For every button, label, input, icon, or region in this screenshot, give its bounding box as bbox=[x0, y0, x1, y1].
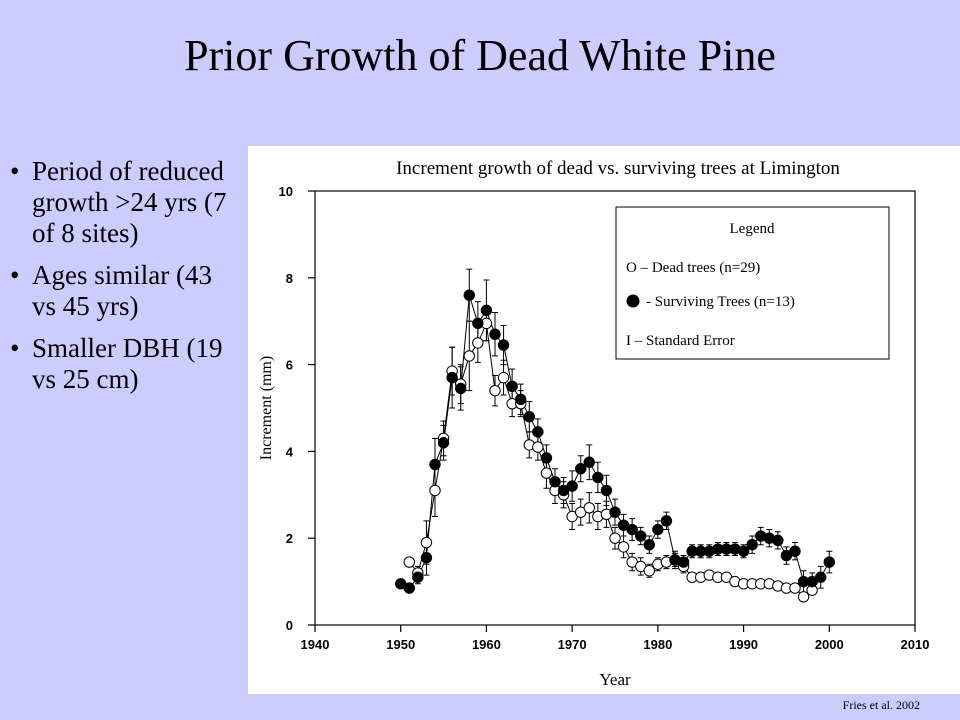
surviving-point bbox=[660, 515, 673, 527]
surviving-point bbox=[737, 545, 750, 557]
x-tick-label: 1980 bbox=[643, 637, 672, 652]
surviving-point bbox=[497, 339, 510, 351]
surviving-point bbox=[592, 471, 604, 484]
surviving-point bbox=[746, 539, 758, 551]
plot-frame bbox=[314, 190, 916, 626]
surviving-point bbox=[437, 437, 450, 449]
y-axis: 0 2 4 6 8 10 bbox=[279, 184, 315, 633]
surviving-point bbox=[489, 328, 501, 340]
series-points bbox=[395, 289, 835, 603]
surviving-point bbox=[455, 382, 467, 395]
surviving-point bbox=[480, 304, 493, 317]
surviving-point bbox=[626, 523, 638, 536]
surviving-point bbox=[583, 456, 595, 468]
y-tick-label: 8 bbox=[286, 271, 293, 286]
citation: Fries et al. 2002 bbox=[842, 698, 920, 712]
x-axis-label: Year bbox=[599, 670, 631, 689]
surviving-point bbox=[772, 534, 784, 547]
x-axis: 1940 1950 1960 1970 1980 1990 2000 2010 bbox=[301, 625, 930, 652]
dead-point bbox=[420, 536, 433, 549]
legend-dead-label: O – Dead trees (n=29) bbox=[626, 260, 760, 276]
surviving-point bbox=[677, 556, 690, 568]
surviving-point bbox=[566, 480, 578, 492]
surviving-point bbox=[523, 410, 535, 423]
surviving-point bbox=[575, 463, 587, 475]
legend-box bbox=[615, 206, 890, 360]
x-tick-label: 1970 bbox=[558, 637, 587, 652]
dead-point bbox=[463, 350, 475, 362]
dead-point bbox=[497, 371, 510, 384]
surviving-point bbox=[532, 426, 544, 438]
surviving-point bbox=[472, 317, 484, 330]
surviving-point bbox=[635, 530, 647, 542]
bullet-item: Period of reduced growth >24 yrs (7 of 8… bbox=[8, 156, 240, 249]
slide-title: Prior Growth of Dead White Pine bbox=[184, 31, 776, 80]
dead-point bbox=[403, 556, 415, 568]
chart-title: Increment growth of dead vs. surviving t… bbox=[396, 158, 840, 179]
surviving-point bbox=[412, 571, 424, 583]
x-tick-label: 1940 bbox=[301, 637, 330, 652]
surviving-point bbox=[815, 571, 827, 583]
surviving-point bbox=[600, 484, 613, 497]
surviving-point bbox=[446, 371, 458, 384]
surviving-point bbox=[789, 545, 801, 557]
dead-point bbox=[540, 467, 553, 479]
surviving-point bbox=[652, 523, 664, 536]
x-tick-label: 1990 bbox=[729, 637, 758, 652]
chart-panel: Increment growth of dead vs. surviving t… bbox=[248, 146, 960, 694]
dead-point bbox=[489, 384, 501, 397]
dead-point bbox=[429, 484, 441, 497]
x-tick-label: 1960 bbox=[472, 637, 501, 652]
y-axis-label: Increment (mm) bbox=[258, 356, 275, 460]
legend-filled-circle-icon bbox=[626, 294, 640, 308]
bullet-item: Ages similar (43 vs 45 yrs) bbox=[8, 260, 240, 322]
dead-point bbox=[609, 532, 621, 544]
dead-point bbox=[643, 565, 655, 577]
y-tick-label: 10 bbox=[279, 184, 293, 199]
bullet-item: Smaller DBH (19 vs 25 cm) bbox=[8, 333, 240, 395]
x-tick-label: 1950 bbox=[386, 637, 415, 652]
legend-title: Legend bbox=[730, 221, 775, 237]
dead-point bbox=[789, 582, 801, 594]
dead-point bbox=[532, 441, 544, 453]
y-tick-label: 2 bbox=[286, 531, 293, 546]
surviving-point bbox=[643, 539, 655, 551]
surviving-point bbox=[540, 452, 553, 464]
bullet-list: Period of reduced growth >24 yrs (7 of 8… bbox=[8, 156, 240, 406]
dead-point bbox=[583, 502, 595, 514]
surviving-point bbox=[609, 506, 621, 518]
surviving-point bbox=[515, 393, 527, 406]
legend-surviving-label: - Surviving Trees (n=13) bbox=[646, 294, 795, 310]
increment-chart: Increment growth of dead vs. surviving t… bbox=[258, 158, 930, 689]
surviving-point bbox=[429, 458, 441, 471]
x-tick-label: 2000 bbox=[815, 637, 844, 652]
surviving-point bbox=[823, 556, 835, 568]
legend: Legend O – Dead trees (n=29) - Surviving… bbox=[615, 206, 890, 360]
surviving-point bbox=[549, 476, 561, 488]
surviving-point bbox=[403, 582, 415, 594]
x-tick-label: 2010 bbox=[901, 637, 930, 652]
legend-error-label: I – Standard Error bbox=[626, 333, 735, 349]
y-tick-label: 0 bbox=[286, 618, 293, 633]
y-tick-label: 4 bbox=[286, 444, 294, 459]
y-tick-label: 6 bbox=[286, 358, 293, 373]
dead-point bbox=[797, 591, 810, 603]
surviving-point bbox=[506, 380, 518, 393]
dead-point bbox=[617, 541, 630, 553]
dead-point bbox=[472, 337, 484, 349]
surviving-point bbox=[420, 552, 433, 564]
surviving-point bbox=[463, 289, 475, 301]
